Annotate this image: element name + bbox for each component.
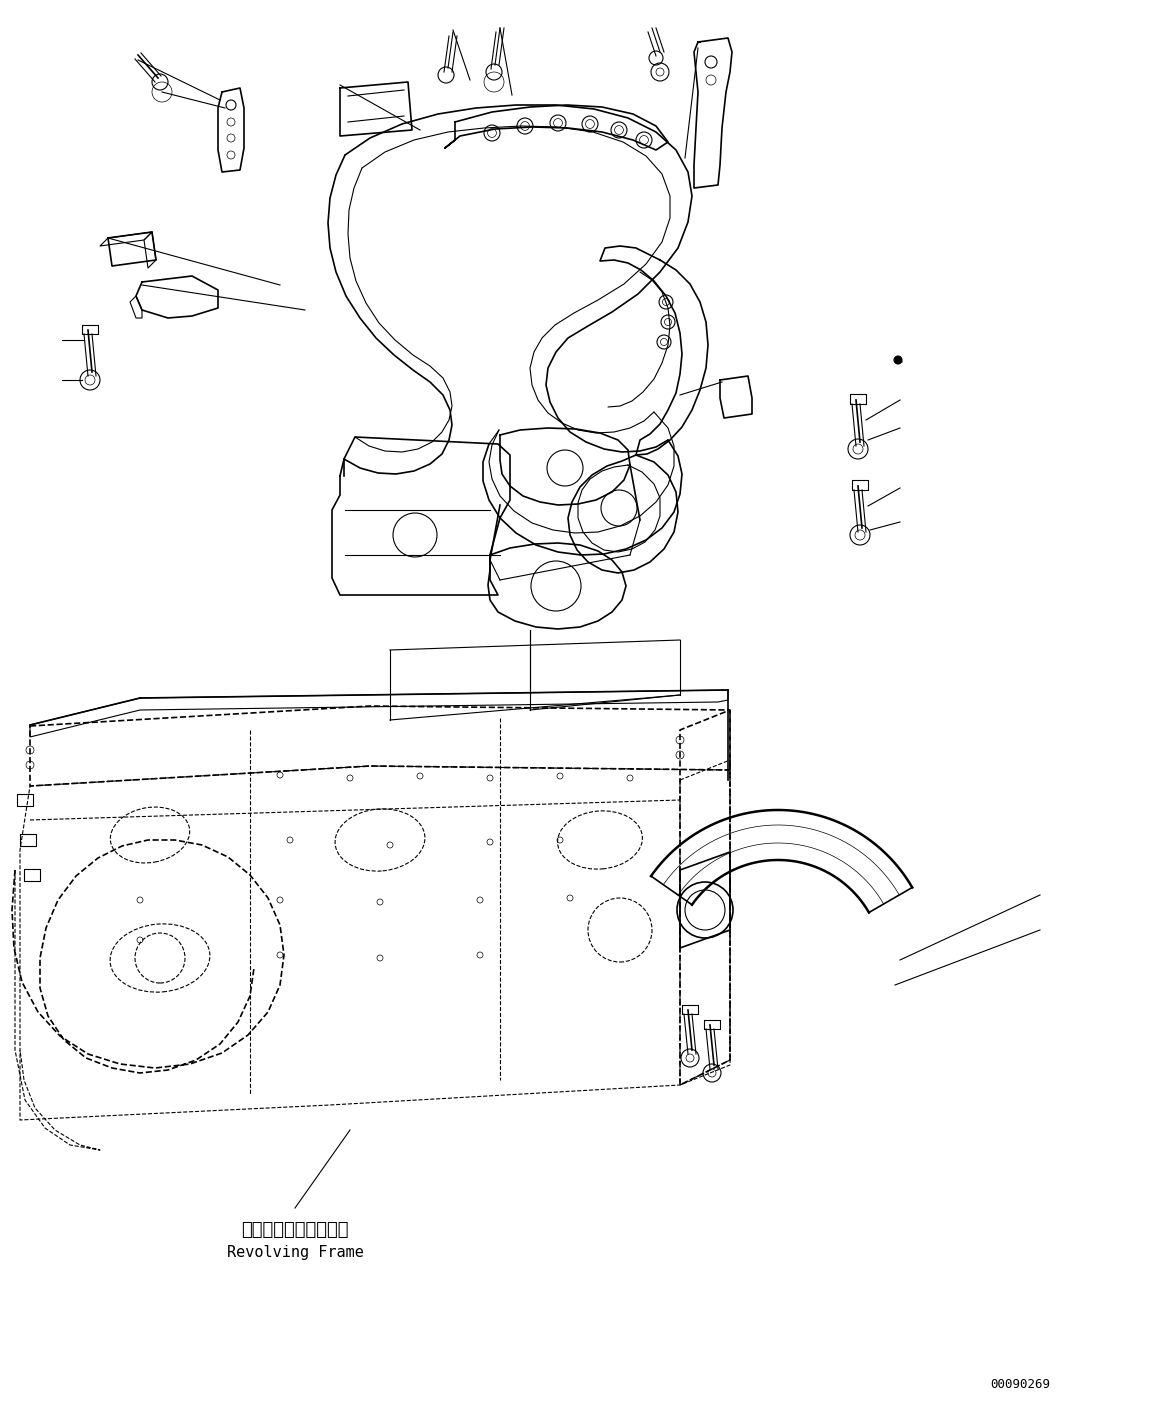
Text: Revolving Frame: Revolving Frame <box>227 1244 363 1260</box>
Text: 00090269: 00090269 <box>990 1378 1050 1391</box>
Circle shape <box>894 356 902 364</box>
Text: レボルビングフレーム: レボルビングフレーム <box>241 1221 349 1238</box>
